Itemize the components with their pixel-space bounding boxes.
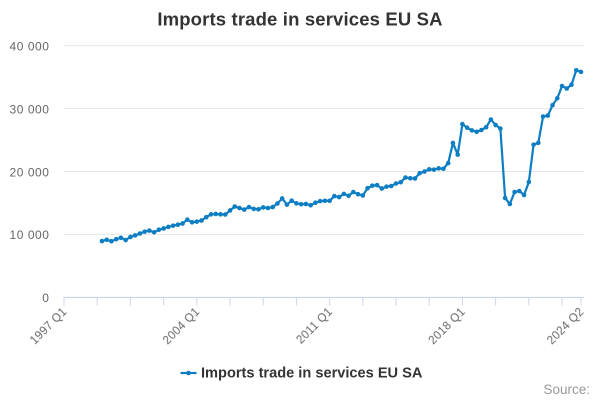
svg-text:Imports trade in services EU S: Imports trade in services EU SA [157, 9, 442, 30]
svg-text:40 000: 40 000 [9, 40, 49, 54]
svg-text:10 000: 10 000 [9, 228, 49, 242]
svg-text:0: 0 [42, 291, 49, 305]
svg-text:30 000: 30 000 [9, 102, 49, 116]
svg-text:Imports trade in services EU S: Imports trade in services EU SA [201, 365, 423, 381]
svg-text:Source:: Source: [543, 382, 590, 397]
svg-text:20 000: 20 000 [9, 165, 49, 179]
